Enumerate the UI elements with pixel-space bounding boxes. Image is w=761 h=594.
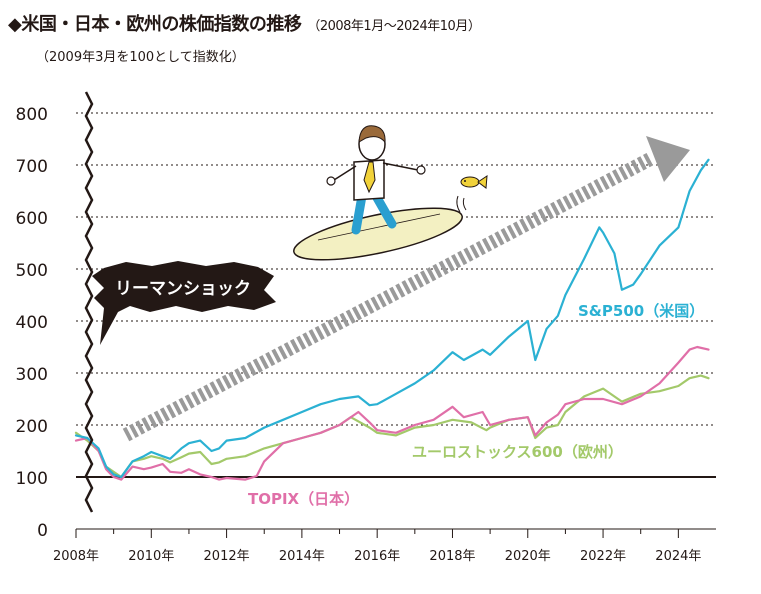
y-tick-label: 100: [16, 469, 48, 489]
x-tick-label: 2008年: [53, 549, 99, 564]
series-line-euro: [74, 374, 710, 479]
fish-illustration: [456, 175, 488, 213]
y-tick-label: 200: [16, 417, 48, 437]
series-lines: [74, 158, 710, 481]
series-line-topix: [74, 345, 710, 481]
series-label-topix: TOPIX（日本）: [248, 490, 359, 508]
x-tick-label: 2022年: [580, 549, 626, 564]
x-axis: 2008年 2010年 2012年 2014年 2016年 2018年 2020年 2022年…: [53, 528, 716, 564]
x-tick-label: 2024年: [655, 549, 701, 564]
y-tick-label: 300: [16, 365, 48, 385]
series-label-sp500: S&P500（米国）: [578, 302, 704, 320]
callout-burst-shape: [92, 261, 276, 345]
title-period: （2008年1月～2024年10月）: [307, 19, 481, 34]
x-tick-label: 2016年: [354, 549, 400, 564]
series-label-euro: ユーロストックス600（欧州）: [412, 443, 623, 461]
y-tick-label: 500: [16, 261, 48, 281]
rising-arrow-illustration: [122, 136, 690, 442]
axis-break-wavy-line: [84, 91, 94, 513]
y-tick-label: 400: [16, 313, 48, 333]
x-tick-label: 2012年: [204, 549, 250, 564]
x-tick-label: 2014年: [279, 549, 325, 564]
surfer-illustration: [293, 125, 463, 261]
chart-subtitle: （2009年3月を100として指数化）: [36, 50, 245, 65]
y-tick-label: 700: [16, 157, 48, 177]
series-labels: S&P500（米国） ユーロストックス600（欧州） TOPIX（日本）: [248, 302, 704, 508]
chart-title: ◆米国・日本・欧州の株価指数の推移 （2008年1月～2024年10月）: [8, 10, 481, 36]
y-axis: 0 100 200 300 400 500 600 700 800: [16, 105, 48, 541]
x-tick-label: 2018年: [429, 549, 475, 564]
x-tick-label: 2010年: [128, 549, 174, 564]
title-text: ◆米国・日本・欧州の株価指数の推移: [8, 14, 302, 35]
y-tick-label: 800: [16, 105, 48, 125]
x-tick-label: 2020年: [505, 549, 551, 564]
y-tick-label: 600: [16, 209, 48, 229]
callout-text: リーマンショック: [115, 279, 251, 299]
y-tick-label: 0: [37, 521, 48, 541]
lehman-shock-callout: リーマンショック: [92, 261, 276, 345]
series-line-sp500: [74, 158, 710, 479]
